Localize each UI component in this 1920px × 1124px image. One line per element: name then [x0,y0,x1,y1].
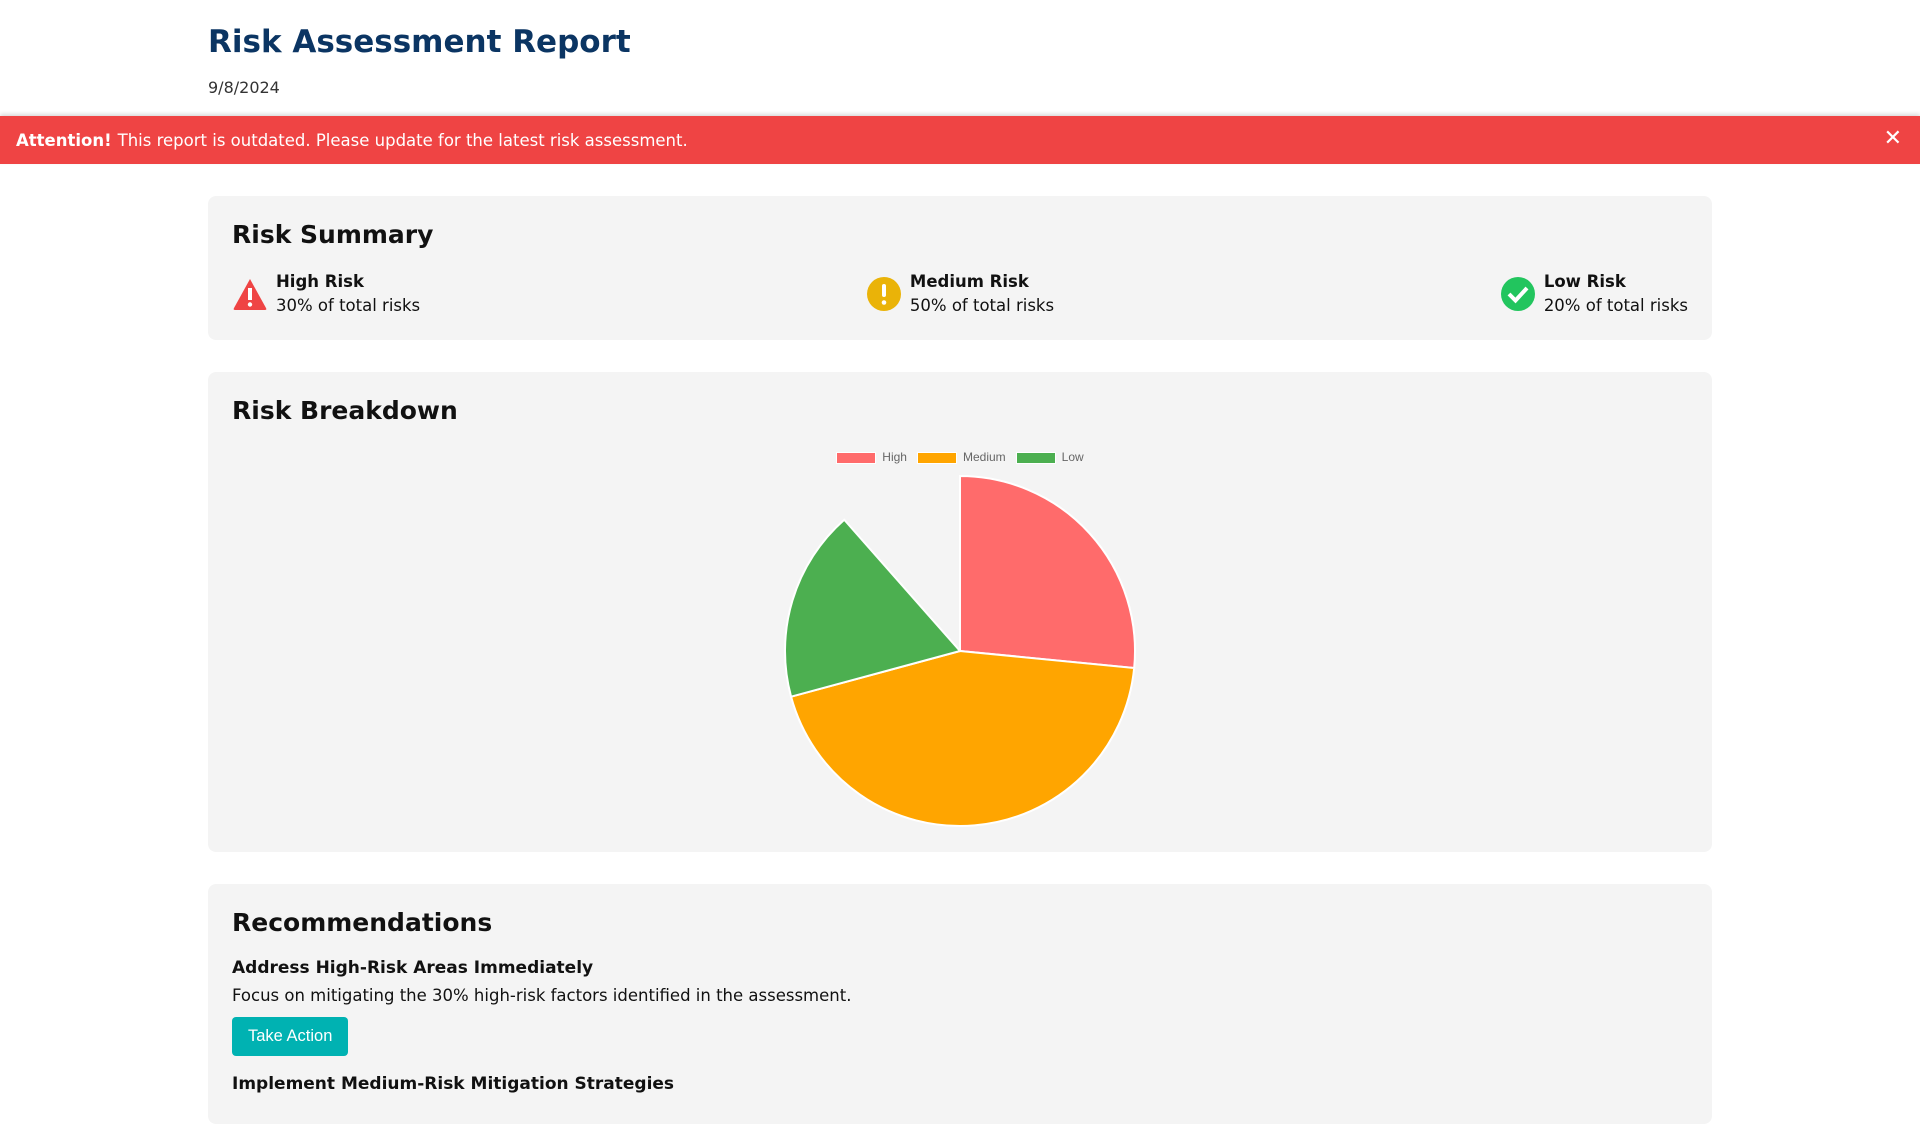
recommendations-card: Recommendations Address High-Risk Areas … [208,884,1712,1124]
page-title: Risk Assessment Report [208,24,631,60]
take-action-button[interactable]: Take Action [232,1017,349,1056]
recommendation-text: Focus on mitigating the 30% high-risk fa… [232,986,852,1005]
label: Medium Risk [909,272,1029,291]
exclamation-circle-icon [866,277,901,311]
risk-summary-card: Risk Summary High Risk 30% of total risks… [208,196,1712,340]
section-title: Risk Summary [232,220,434,249]
sub: 20% of total risks [1543,296,1688,315]
risk-pie-chart [784,474,1136,827]
pie-slice-low[interactable] [784,518,962,698]
summary-low: Low Risk 20% of total risks [1500,270,1688,318]
label: Low Risk [1543,272,1626,291]
check-circle-icon [1500,277,1535,311]
recommendation-heading: Address High-Risk Areas Immediately [232,958,594,978]
legend-low[interactable]: Low [1015,450,1084,464]
legend-label: Low [1061,450,1084,464]
summary-high: High Risk 30% of total risks [232,270,420,318]
alert-message: This report is outdated. Please update f… [117,130,688,150]
legend-label: Medium [962,450,1006,464]
outdated-alert-banner: Attention! This report is outdated. Plea… [0,116,1920,164]
close-icon[interactable]: ✕ [1883,126,1902,151]
legend-label: High [882,450,907,464]
sub: 50% of total risks [909,296,1055,315]
alert-strong: Attention! [16,130,112,150]
section-title: Recommendations [232,908,493,937]
warning-triangle-icon [233,279,267,310]
summary-medium: Medium Risk 50% of total risks [866,270,1054,318]
chart-legend: High Medium Low [0,450,1920,464]
pie-slice-high[interactable] [959,474,1136,670]
section-title: Risk Breakdown [232,396,458,425]
report-date: 9/8/2024 [208,78,280,97]
legend-high[interactable]: High [836,450,907,464]
recommendation-heading: Implement Medium-Risk Mitigation Strateg… [232,1074,675,1094]
sub: 30% of total risks [276,296,421,315]
legend-medium[interactable]: Medium [916,450,1006,464]
label: High Risk [276,272,364,291]
page-header: Risk Assessment Report 9/8/2024 [0,0,1920,98]
pie-slice-medium[interactable] [789,649,1136,827]
